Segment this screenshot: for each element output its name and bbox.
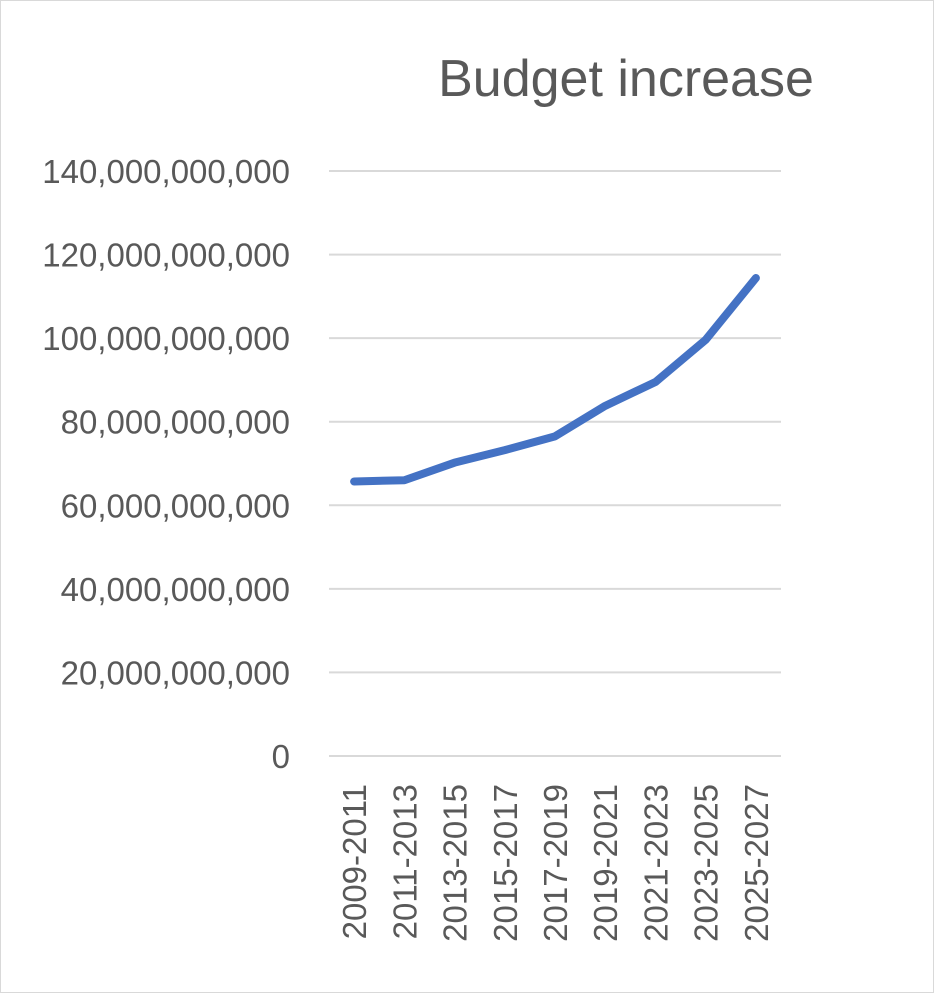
x-tick-label: 2021-2023 — [637, 784, 674, 942]
x-tick-label: 2019-2021 — [587, 784, 624, 942]
x-tick-label: 2013-2015 — [437, 784, 474, 942]
data-point — [604, 405, 606, 407]
data-point — [654, 381, 656, 383]
x-axis-tick-labels: 2009-2011 2011-2013 2013-2015 2015-2017 2017… — [336, 784, 775, 942]
data-point — [403, 479, 405, 481]
series-line — [350, 273, 760, 486]
y-axis-tick-labels: 0 20,000,000,000 40,000,000,000 60,000,000,… — [42, 153, 290, 775]
x-tick-label: 2009-2011 — [336, 784, 373, 939]
data-point — [353, 480, 355, 482]
y-tick-label: 80,000,000,000 — [61, 404, 290, 441]
y-tick-label: 60,000,000,000 — [61, 487, 290, 524]
y-tick-label: 20,000,000,000 — [61, 654, 290, 691]
gridlines — [329, 170, 781, 757]
y-tick-label: 140,000,000,000 — [42, 153, 290, 190]
y-tick-label: 120,000,000,000 — [42, 237, 290, 274]
chart-title: Budget increase — [438, 50, 814, 108]
data-point — [755, 277, 757, 279]
y-tick-label: 40,000,000,000 — [61, 571, 290, 608]
x-tick-label: 2017-2019 — [537, 784, 574, 942]
x-tick-label: 2015-2017 — [487, 784, 524, 942]
series-group — [350, 273, 760, 486]
x-tick-label: 2011-2013 — [386, 784, 423, 939]
data-point — [504, 449, 506, 451]
data-point — [554, 435, 556, 437]
x-tick-label: 2025-2027 — [738, 784, 775, 942]
x-tick-label: 2023-2025 — [688, 784, 725, 942]
data-point — [454, 462, 456, 464]
data-point — [705, 339, 707, 341]
y-tick-label: 100,000,000,000 — [42, 320, 290, 357]
y-tick-label: 0 — [272, 738, 290, 775]
